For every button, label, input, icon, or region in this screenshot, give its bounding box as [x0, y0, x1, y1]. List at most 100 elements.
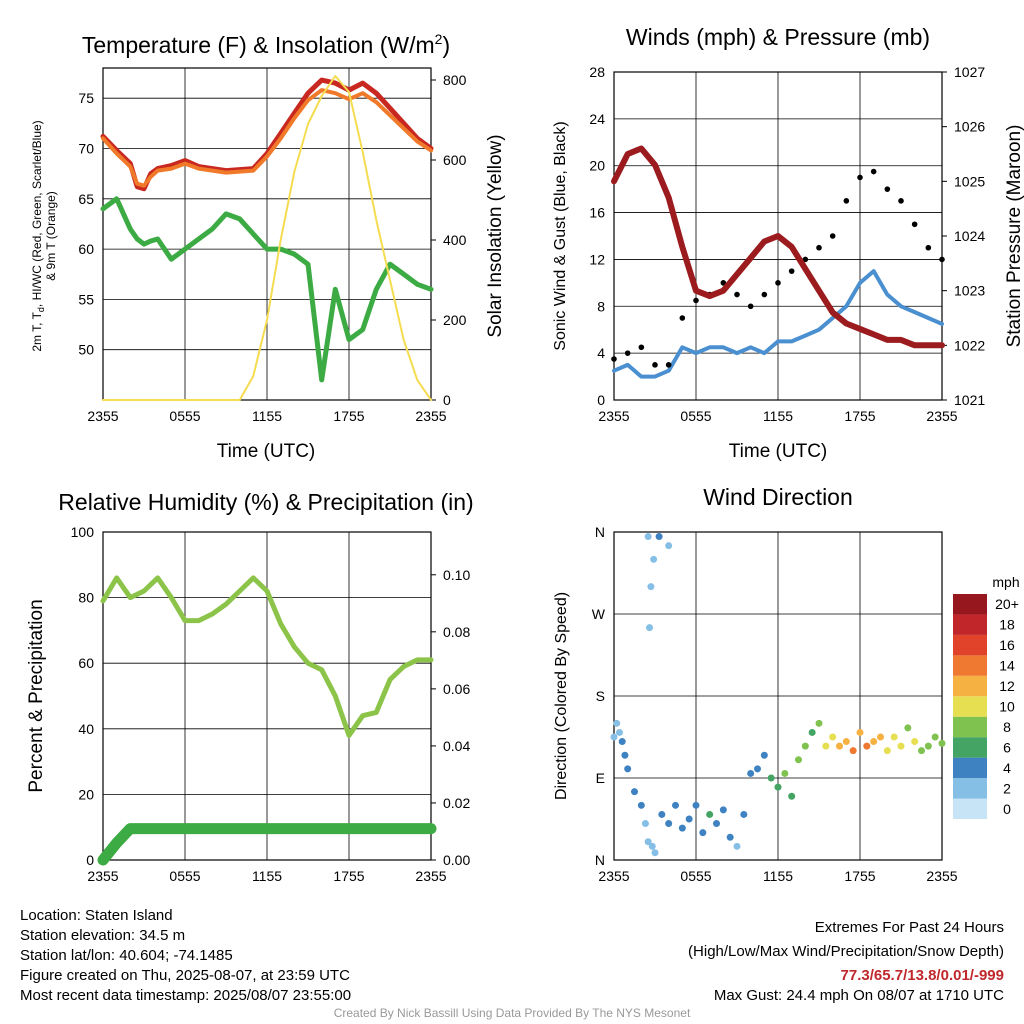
temp-plot: 2355 0555 1155 1755 2355 50 55 60 65 70 75 0 200 400 6…: [78, 67, 467, 424]
extremes-info: Extremes For Past 24 Hours (High/Low/Max…: [688, 918, 1004, 1006]
y-tick-label: 40: [78, 721, 94, 737]
direction-point: [644, 533, 652, 541]
direction-point: [781, 769, 789, 777]
direction-point: [918, 747, 925, 755]
y-tick-label: 0: [597, 392, 605, 408]
gust-point: [775, 280, 781, 286]
gust-point: [870, 168, 877, 175]
gust-point: [802, 256, 809, 263]
direction-point: [665, 542, 673, 550]
direction-point: [678, 824, 686, 832]
gust-point: [679, 315, 686, 321]
x-tick-label: 1755: [844, 868, 875, 884]
y-tick-label: 55: [78, 291, 94, 307]
y2-tick-label: 200: [443, 312, 467, 328]
gust-point: [638, 344, 645, 351]
y2-tick-label: 1021: [954, 392, 985, 408]
x-tick-label: 1155: [252, 868, 282, 884]
extremes-values: 77.3/65.7/13.8/0.01/-999: [840, 967, 1004, 984]
y-tick-label: 60: [78, 241, 94, 257]
y2-tick-label: 800: [443, 72, 467, 88]
y-tick-label: 24: [589, 111, 605, 127]
legend-swatch: [953, 798, 987, 819]
gust-point: [665, 362, 672, 368]
direction-point: [672, 801, 679, 809]
legend-label: 0: [1003, 801, 1011, 817]
x-tick-label: 1755: [333, 868, 364, 884]
y-tick-label: 75: [78, 90, 94, 106]
x-tick-label: 2355: [415, 408, 446, 424]
temperature-panel: Temperature (F) & Insolation (W/m2) 2355…: [30, 31, 506, 462]
direction-point: [665, 820, 673, 828]
gust-point: [816, 244, 822, 251]
y2-tick-label: 0.02: [443, 795, 470, 811]
temp-ylabel: 2m T, Td, HI/WC (Red, Green, Scarlet/Blu…: [30, 120, 58, 351]
figure-canvas: Temperature (F) & Insolation (W/m2) 2355…: [26, 24, 1024, 884]
gust-point: [829, 233, 836, 239]
gust-point: [939, 256, 945, 263]
direction-point: [829, 733, 837, 741]
direction-point: [713, 820, 720, 828]
direction-point: [883, 747, 891, 755]
station-info: Location: Staten Island Station elevatio…: [20, 906, 351, 1006]
legend-label: 14: [999, 658, 1015, 674]
direction-point: [842, 738, 850, 746]
humidity-panel: Relative Humidity (%) & Precipitation (i…: [26, 489, 474, 884]
direction-point: [647, 583, 655, 591]
y-tick-label: 16: [589, 205, 605, 221]
winds-title: Winds (mph) & Pressure (mb): [626, 24, 930, 50]
direction-point: [760, 751, 768, 759]
legend-label: 10: [999, 699, 1015, 715]
y2-tick-label: 0: [443, 392, 451, 408]
direction-point: [610, 733, 618, 741]
y2-tick-label: 600: [443, 152, 467, 168]
direction-point: [641, 820, 649, 828]
y-tick-label: 28: [589, 64, 605, 80]
gust-point: [843, 198, 850, 204]
wind-line: [612, 269, 944, 379]
precip-line: [97, 823, 437, 866]
extremes-title: Extremes For Past 24 Hours: [814, 919, 1004, 936]
winds-ylabel: Sonic Wind & Gust (Blue, Black): [552, 121, 569, 350]
legend-swatch: [953, 614, 987, 635]
direction-point: [621, 751, 629, 759]
direction-point: [754, 765, 761, 773]
credit-line: Created By Nick Bassill Using Data Provi…: [333, 1006, 691, 1020]
direction-point: [890, 733, 898, 741]
direction-point: [740, 810, 748, 818]
gust-point: [611, 356, 617, 362]
gust-point: [884, 186, 891, 192]
legend-swatch: [953, 634, 987, 656]
direction-ylabel: Direction (Colored By Speed): [553, 592, 570, 800]
gust-point: [911, 221, 918, 228]
legend-label: 16: [999, 637, 1015, 653]
humidity-title: Relative Humidity (%) & Precipitation (i…: [58, 489, 473, 515]
direction-point: [856, 728, 864, 736]
direction-point: [655, 533, 663, 541]
direction-point: [685, 815, 693, 823]
y-tick-label: 20: [78, 786, 94, 802]
winds-y2label: Station Pressure (Maroon): [1004, 125, 1024, 348]
direction-point: [849, 747, 857, 755]
direction-point: [733, 842, 741, 850]
y2-tick-label: 1025: [954, 173, 985, 189]
direction-point: [863, 742, 871, 750]
direction-point: [637, 801, 645, 809]
x-tick-label: 2355: [598, 408, 629, 424]
direction-point: [648, 842, 656, 850]
y-tick-label: 65: [78, 191, 94, 207]
temp-y2label: Solar Insolation (Yellow): [485, 134, 506, 337]
legend-label: 12: [999, 678, 1015, 694]
direction-point: [613, 719, 621, 727]
direction-point: [644, 838, 652, 846]
humidity-plot: 2355 0555 1155 1755 23550204060801000.000.02…: [71, 524, 471, 884]
x-tick-label: 1755: [333, 408, 364, 424]
y2-tick-label: 1024: [954, 228, 985, 244]
gust-point: [788, 268, 795, 274]
figure-created: Figure created on Thu, 2025-08-07, at 23…: [20, 967, 350, 984]
x-tick-label: 2355: [87, 408, 118, 424]
y-tick-label: 20: [589, 158, 605, 174]
y2-tick-label: 0.04: [443, 738, 470, 754]
y2-tick-label: 1022: [954, 337, 985, 353]
